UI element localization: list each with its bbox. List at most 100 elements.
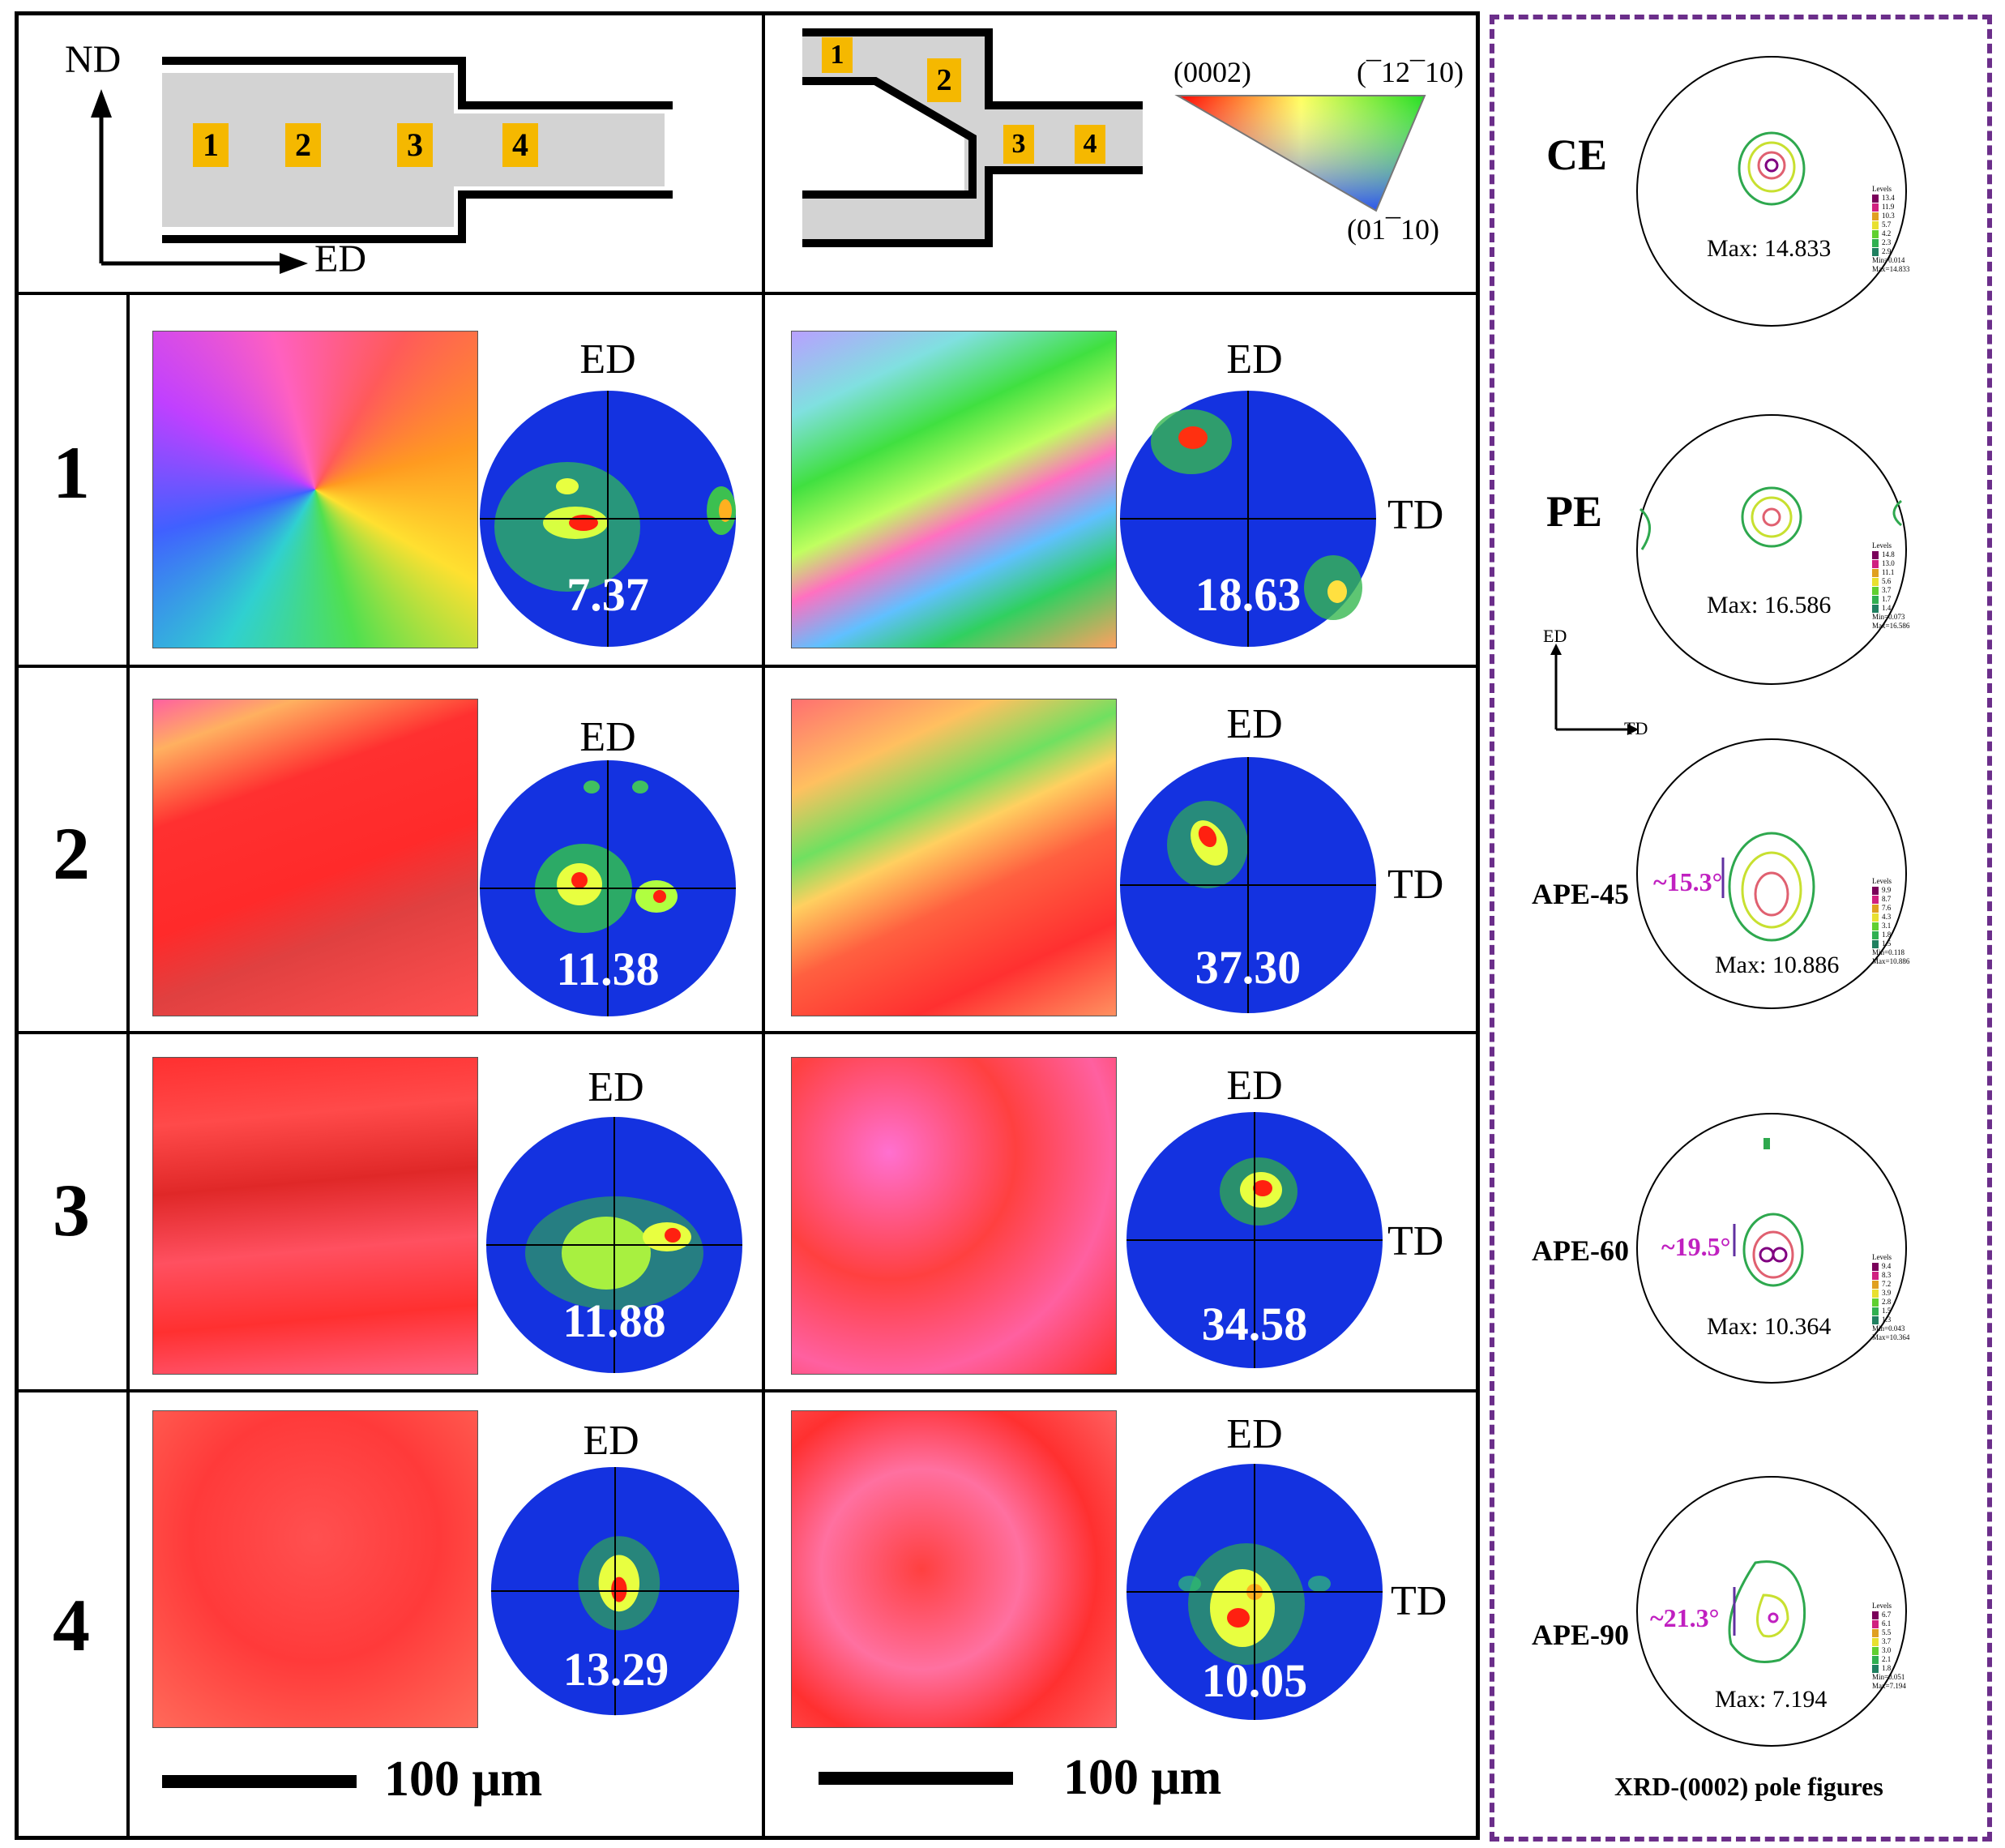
pole-max-ape-2: 37.30	[1195, 941, 1302, 994]
xrd-level-swatch	[1872, 886, 1879, 895]
column-divider	[762, 11, 765, 1840]
xrd-level-value: 8.7	[1882, 895, 1892, 903]
xrd-level-value: 7.2	[1882, 1280, 1892, 1288]
xrd-level-max: Max=16.586	[1872, 622, 1910, 630]
xrd-level-row: 5.5	[1872, 1628, 1906, 1637]
ebsd-map-ce-2	[152, 699, 478, 1016]
xrd-level-swatch	[1872, 922, 1879, 930]
xrd-level-row: 7.2	[1872, 1280, 1909, 1289]
xrd-level-value: 9.9	[1882, 886, 1892, 894]
xrd-level-value: 2.9	[1882, 247, 1892, 255]
xrd-level-swatch	[1872, 930, 1879, 939]
xrd-level-value: 14.8	[1882, 550, 1895, 558]
xrd-level-swatch	[1872, 550, 1879, 559]
xrd-level-swatch	[1872, 1655, 1879, 1664]
xrd-level-value: 6.1	[1882, 1619, 1892, 1628]
ebsd-map-ce-1	[152, 331, 478, 648]
xrd-level-value: 6.7	[1882, 1611, 1892, 1619]
xrd-level-row: 2.8	[1872, 1298, 1909, 1307]
xrd-level-value: 2.8	[1882, 1298, 1892, 1306]
xrd-angle-ape45: ~15.3°	[1653, 867, 1723, 896]
xrd-level-value: 4.2	[1882, 229, 1892, 237]
xrd-level-swatch	[1872, 1307, 1879, 1315]
xrd-level-row: 8.3	[1872, 1271, 1909, 1280]
xrd-level-value: 13.4	[1882, 194, 1895, 202]
ipf-color-key-triangle	[1174, 95, 1426, 212]
xrd-axis-td: TD	[1624, 718, 1648, 738]
xrd-label-ce: CE	[1546, 130, 1608, 179]
xrd-level-swatch	[1872, 1262, 1879, 1271]
ebsd-map-ce-3	[152, 1057, 478, 1375]
xrd-level-swatch	[1872, 1646, 1879, 1655]
xrd-level-row: 5.6	[1872, 577, 1909, 586]
xrd-level-swatch	[1872, 1271, 1879, 1280]
xrd-level-value: 1.8	[1882, 1664, 1892, 1672]
xrd-label-ape45: APE-45	[1532, 878, 1629, 910]
ebsd-map-ape-3	[791, 1057, 1117, 1375]
xrd-level-swatch	[1872, 1280, 1879, 1289]
ebsd-map-ape-2	[791, 699, 1117, 1016]
xrd-levels-title: Levels	[1872, 541, 1892, 550]
xrd-level-swatch	[1872, 238, 1879, 247]
pole-ed-label: ED	[579, 714, 636, 760]
xrd-level-value: 2.1	[1882, 1655, 1892, 1663]
xrd-level-value: 7.6	[1882, 904, 1892, 912]
pole-max-ape-4: 10.05	[1201, 1654, 1308, 1707]
xrd-level-value: 8.3	[1882, 1271, 1892, 1279]
xrd-level-row: 5.7	[1872, 220, 1909, 229]
pole-ed-label: ED	[1226, 336, 1283, 383]
xrd-level-swatch	[1872, 939, 1879, 948]
row-label-2: 2	[53, 812, 90, 895]
xrd-level-swatch	[1872, 1628, 1879, 1637]
scale-bar-right	[819, 1772, 1013, 1785]
pole-ed-label: ED	[583, 1418, 639, 1464]
ce-die-schematic	[91, 57, 673, 274]
pole-figure-ape-4	[1126, 1464, 1383, 1720]
xrd-level-swatch	[1872, 203, 1879, 212]
xrd-level-row: 1.5	[1872, 939, 1909, 948]
ed-axis-label: ED	[314, 237, 366, 280]
xrd-level-swatch	[1872, 595, 1879, 604]
pole-td-label: TD	[1391, 1578, 1447, 1624]
pole-figure-ape-2	[1120, 757, 1376, 1013]
xrd-level-swatch	[1872, 1298, 1879, 1307]
xrd-level-value: 9.4	[1882, 1262, 1892, 1270]
xrd-level-row: 1.3	[1872, 1315, 1909, 1324]
xrd-level-row: 2.3	[1872, 238, 1909, 247]
position-marker-2: 2	[285, 123, 321, 167]
xrd-level-swatch	[1872, 1315, 1879, 1324]
ipf-key-label-0002: (0002)	[1174, 56, 1251, 88]
xrd-level-row: 14.8	[1872, 550, 1909, 559]
pole-figure-ce-1	[480, 391, 736, 647]
xrd-level-value: 1.5	[1882, 1307, 1892, 1315]
pole-ed-label: ED	[579, 336, 636, 383]
xrd-level-min: Min=0.014	[1872, 256, 1905, 264]
xrd-level-value: 11.1	[1882, 568, 1895, 576]
ipf-key-label-0110: (01¯10)	[1347, 213, 1439, 246]
xrd-level-value: 4.3	[1882, 913, 1892, 921]
scale-bar-left	[162, 1775, 357, 1788]
nd-axis-label: ND	[65, 38, 122, 81]
row-divider	[15, 1389, 1480, 1392]
xrd-level-row: 11.9	[1872, 203, 1909, 212]
pole-td-label: TD	[1387, 862, 1444, 908]
ebsd-map-ape-4	[791, 1410, 1117, 1728]
pole-ed-label: ED	[1226, 701, 1283, 747]
ape-position-marker-3: 3	[1003, 125, 1034, 164]
pole-max-ce-2: 11.38	[556, 943, 660, 995]
xrd-level-row: 7.6	[1872, 904, 1909, 913]
xrd-level-max: Max=10.886	[1872, 957, 1910, 965]
xrd-level-swatch	[1872, 194, 1879, 203]
figure-table-frame	[15, 11, 1480, 1840]
xrd-level-row: 4.2	[1872, 229, 1909, 238]
xrd-level-row: 1.8	[1872, 930, 1909, 939]
xrd-level-row: 1.8	[1872, 1664, 1906, 1673]
xrd-levels-legend: Levels 14.8 13.0 11.1 5.6 3.7 1.7 1.4 Min=0.073 M…	[1872, 541, 1909, 631]
xrd-levels-title: Levels	[1872, 877, 1892, 885]
xrd-levels-legend: Levels 9.9 8.7 7.6 4.3 3.1 1.8 1.5 Min=0.118 Max=…	[1872, 877, 1909, 966]
pole-ed-label: ED	[588, 1064, 644, 1110]
xrd-level-row: 1.5	[1872, 1307, 1909, 1315]
xrd-level-row: 3.0	[1872, 1646, 1906, 1655]
xrd-level-swatch	[1872, 559, 1879, 568]
scale-label-right: 100 μm	[1063, 1750, 1222, 1805]
